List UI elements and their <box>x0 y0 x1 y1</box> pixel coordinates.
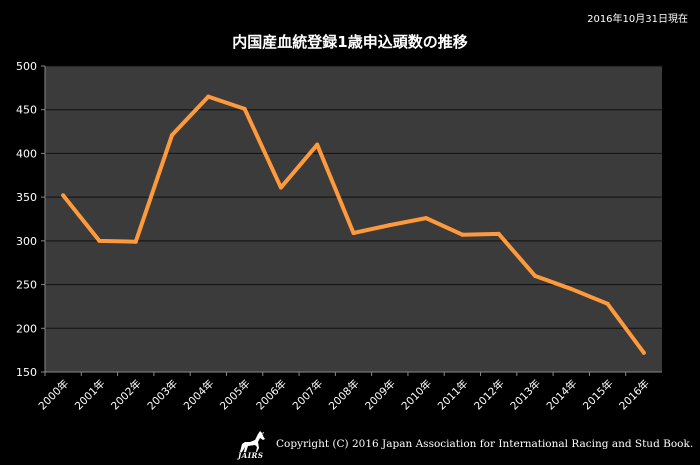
data-point <box>460 232 465 237</box>
x-tick-label: 2016年 <box>616 377 652 413</box>
copyright-text: Copyright (C) 2016 Japan Association for… <box>276 438 694 450</box>
footer: JAIRS Copyright (C) 2016 Japan Associati… <box>236 428 693 460</box>
data-point <box>170 133 175 138</box>
x-tick-label: 2008年 <box>326 377 362 413</box>
date-note: 2016年10月31日現在 <box>587 14 688 25</box>
y-tick-label: 450 <box>16 104 37 117</box>
data-point <box>532 273 537 278</box>
x-tick-label: 2003年 <box>145 377 181 413</box>
y-tick-label: 150 <box>16 366 37 379</box>
jairs-logo: JAIRS <box>236 428 270 460</box>
x-tick-label: 2015年 <box>580 377 616 413</box>
x-tick-label: 2000年 <box>36 377 72 413</box>
data-point <box>387 223 392 228</box>
x-tick-label: 2013年 <box>508 377 544 413</box>
data-point <box>278 185 283 190</box>
data-point <box>351 230 356 235</box>
x-tick-label: 2011年 <box>435 377 471 413</box>
data-point <box>605 301 610 306</box>
data-point <box>569 286 574 291</box>
data-point <box>61 193 66 198</box>
x-tick-label: 2012年 <box>471 377 507 413</box>
y-tick-label: 250 <box>16 279 37 292</box>
x-tick-label: 2001年 <box>72 377 108 413</box>
x-tick-label: 2007年 <box>290 377 326 413</box>
x-tick-label: 2010年 <box>399 377 435 413</box>
plot-area <box>45 66 662 372</box>
data-point <box>315 142 320 147</box>
data-point <box>97 238 102 243</box>
x-tick-label: 2002年 <box>108 377 144 413</box>
data-point <box>206 94 211 99</box>
y-tick-label: 200 <box>16 322 37 335</box>
horse-icon <box>240 431 265 452</box>
x-tick-label: 2005年 <box>217 377 253 413</box>
data-point <box>641 350 646 355</box>
x-tick-label: 2006年 <box>254 377 290 413</box>
y-tick-label: 400 <box>16 147 37 160</box>
data-point <box>496 231 501 236</box>
data-point <box>242 106 247 111</box>
x-tick-label: 2014年 <box>544 377 580 413</box>
y-tick-label: 500 <box>16 60 37 73</box>
logo-text: JAIRS <box>238 451 264 460</box>
y-tick-label: 350 <box>16 191 37 204</box>
x-tick-label: 2004年 <box>181 377 217 413</box>
data-point <box>424 216 429 221</box>
y-tick-label: 300 <box>16 235 37 248</box>
chart-title: 内国産血統登録1歳申込頭数の推移 <box>232 33 468 51</box>
data-point <box>133 239 138 244</box>
x-tick-label: 2009年 <box>362 377 398 413</box>
